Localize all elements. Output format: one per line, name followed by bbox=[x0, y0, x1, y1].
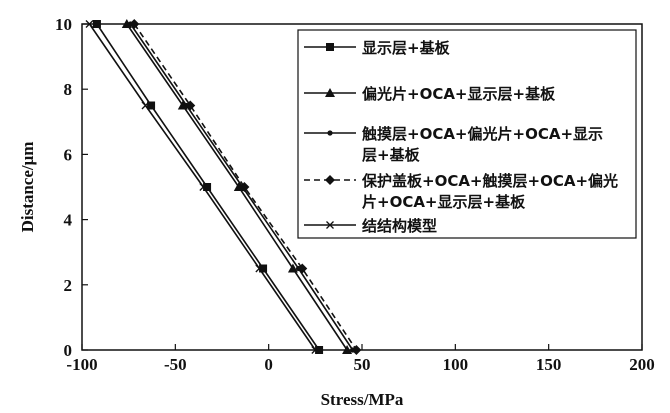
x-tick-label-4: 100 bbox=[443, 355, 469, 374]
legend-marker-4 bbox=[325, 175, 335, 185]
series-2-point-3 bbox=[287, 263, 298, 273]
x-axis-title: Stress/MPa bbox=[321, 390, 404, 409]
legend-box bbox=[297, 29, 637, 239]
x-tick-label-1: -50 bbox=[164, 355, 187, 374]
series-group bbox=[85, 19, 362, 355]
x-tick-label-3: 50 bbox=[354, 355, 371, 374]
y-tick-label-3: 6 bbox=[64, 145, 73, 164]
series-line-4 bbox=[133, 23, 358, 351]
series-4-point-0 bbox=[129, 19, 140, 29]
legend-label-4-2: 片+OCA+显示层+基板 bbox=[362, 193, 526, 211]
legend-item-4: 保护盖板+OCA+触摸层+OCA+偏光片+OCA+显示层+基板 bbox=[304, 172, 618, 211]
y-tick-label-1: 2 bbox=[64, 276, 73, 295]
series-5-point-0 bbox=[85, 20, 94, 28]
y-tick-label-4: 8 bbox=[64, 80, 73, 99]
series-4-point-3 bbox=[297, 263, 308, 274]
series-1-point-0 bbox=[92, 20, 101, 28]
legend-item-3: 触摸层+OCA+偏光片+OCA+显示层+基板 bbox=[304, 125, 603, 164]
legend-label-3-2: 层+基板 bbox=[362, 146, 421, 164]
series-1-point-2 bbox=[203, 183, 212, 191]
series-line-5 bbox=[88, 23, 316, 351]
legend-label-1-1: 显示层+基板 bbox=[362, 39, 451, 57]
series-4-point-2 bbox=[239, 182, 250, 192]
legend: 显示层+基板偏光片+OCA+显示层+基板触摸层+OCA+偏光片+OCA+显示层+… bbox=[297, 29, 637, 239]
series-1-point-4 bbox=[315, 346, 324, 354]
series-4 bbox=[129, 19, 362, 355]
legend-item-1: 显示层+基板 bbox=[304, 39, 451, 57]
legend-item-5: 结结构模型 bbox=[304, 217, 437, 235]
x-tick-label-0: -100 bbox=[66, 355, 97, 374]
legend-marker-3 bbox=[327, 130, 333, 136]
legend-label-5-1: 结结构模型 bbox=[362, 217, 437, 235]
series-1-point-1 bbox=[147, 101, 156, 110]
x-tick-label-2: 0 bbox=[264, 355, 273, 374]
y-axis-title: Distance/μm bbox=[18, 142, 37, 233]
legend-item-2: 偏光片+OCA+显示层+基板 bbox=[304, 85, 556, 103]
series-2-point-4 bbox=[342, 345, 353, 354]
legend-label-4-1: 保护盖板+OCA+触摸层+OCA+偏光 bbox=[361, 172, 618, 190]
y-tick-label-2: 4 bbox=[64, 211, 73, 230]
series-5 bbox=[85, 20, 320, 354]
x-tick-label-5: 150 bbox=[536, 355, 562, 374]
series-4-point-4 bbox=[351, 345, 362, 355]
legend-marker-2 bbox=[325, 88, 335, 97]
legend-marker-5 bbox=[326, 221, 334, 229]
series-5-point-2 bbox=[199, 183, 208, 191]
y-tick-label-5: 10 bbox=[55, 15, 72, 34]
x-tick-label-6: 200 bbox=[629, 355, 655, 374]
legend-label-2-1: 偏光片+OCA+显示层+基板 bbox=[362, 85, 556, 103]
series-4-point-1 bbox=[185, 100, 196, 111]
series-5-point-4 bbox=[311, 346, 320, 354]
axes: -100 -50 0 50 100 150 200 0 2 4 6 8 10 bbox=[55, 15, 655, 374]
series-1-point-3 bbox=[259, 264, 268, 273]
series-5-point-3 bbox=[255, 264, 264, 273]
series-1 bbox=[92, 20, 324, 354]
y-tick-label-0: 0 bbox=[64, 341, 73, 360]
legend-label-3-1: 触摸层+OCA+偏光片+OCA+显示 bbox=[362, 125, 603, 143]
series-5-point-1 bbox=[141, 101, 150, 110]
legend-marker-1 bbox=[326, 43, 334, 51]
